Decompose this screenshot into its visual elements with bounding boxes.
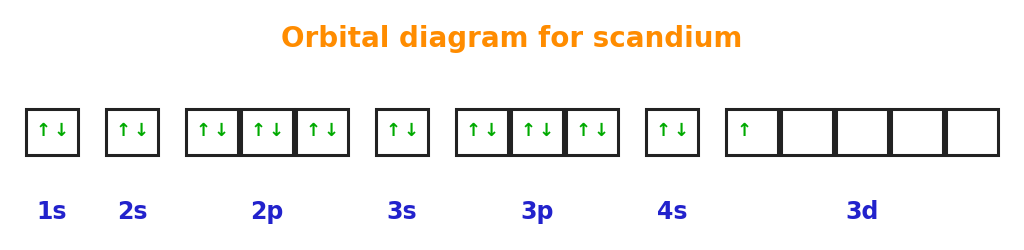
Text: ↑: ↑ — [386, 122, 400, 140]
Text: 3s: 3s — [387, 200, 418, 224]
Text: 2p: 2p — [250, 200, 284, 224]
Text: ↓: ↓ — [483, 122, 499, 140]
Text: ↓: ↓ — [324, 122, 338, 140]
Text: ↑: ↑ — [466, 122, 480, 140]
Text: ↓: ↓ — [268, 122, 284, 140]
Text: 1s: 1s — [37, 200, 68, 224]
Text: ↑: ↑ — [305, 122, 321, 140]
Text: ↓: ↓ — [539, 122, 553, 140]
Bar — [376, 109, 428, 155]
Bar — [891, 109, 943, 155]
Text: ↑: ↑ — [36, 122, 51, 140]
Bar — [781, 109, 833, 155]
Bar — [946, 109, 998, 155]
Text: ↑: ↑ — [655, 122, 671, 140]
Text: 3p: 3p — [520, 200, 554, 224]
Text: 3d: 3d — [846, 200, 879, 224]
Bar — [26, 109, 78, 155]
Text: ↑: ↑ — [251, 122, 265, 140]
Bar — [106, 109, 158, 155]
Bar — [241, 109, 293, 155]
Bar — [186, 109, 238, 155]
Bar — [456, 109, 508, 155]
Text: ↑: ↑ — [196, 122, 211, 140]
Text: ↓: ↓ — [593, 122, 608, 140]
Text: 4s: 4s — [656, 200, 687, 224]
Text: ↓: ↓ — [673, 122, 688, 140]
Text: ↓: ↓ — [213, 122, 228, 140]
Text: ↑: ↑ — [736, 122, 752, 140]
Bar — [511, 109, 563, 155]
Text: ↑: ↑ — [116, 122, 131, 140]
Text: 2s: 2s — [117, 200, 147, 224]
Bar — [836, 109, 888, 155]
Text: ↑: ↑ — [520, 122, 536, 140]
Bar — [726, 109, 778, 155]
Text: ↑: ↑ — [575, 122, 591, 140]
Bar — [566, 109, 618, 155]
Bar — [296, 109, 348, 155]
Text: ↓: ↓ — [403, 122, 419, 140]
Text: Orbital diagram for scandium: Orbital diagram for scandium — [282, 25, 742, 53]
Bar — [646, 109, 698, 155]
Text: ↓: ↓ — [133, 122, 148, 140]
Text: ↓: ↓ — [53, 122, 69, 140]
